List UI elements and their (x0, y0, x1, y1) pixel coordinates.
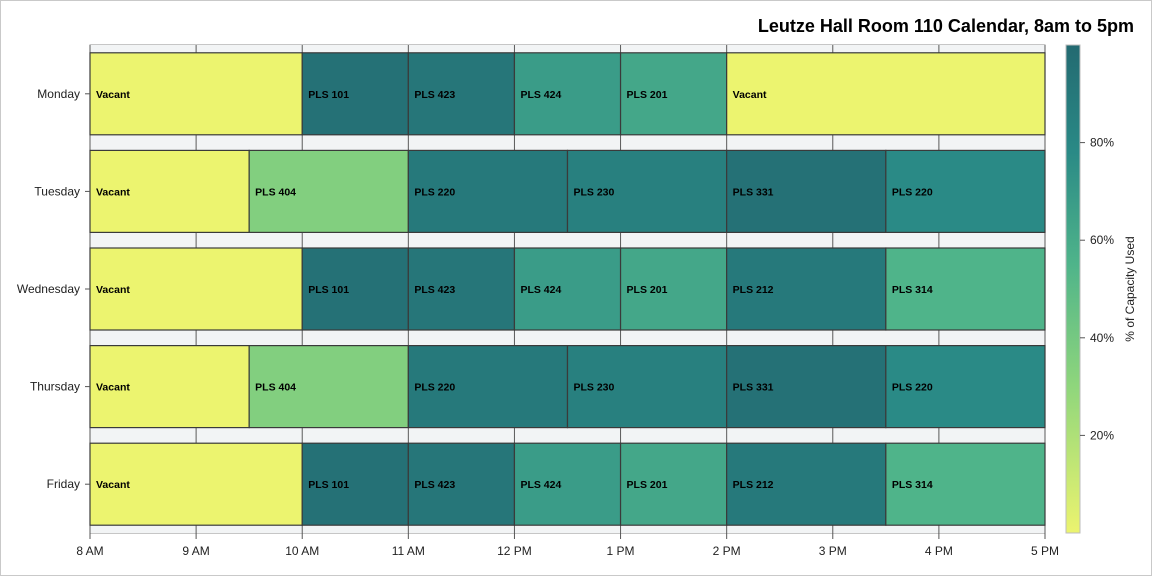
schedule-bar (726, 52, 1046, 136)
bar-label: PLS 423 (414, 284, 455, 296)
y-axis: Monday Tuesday Wednesday Thursday Friday (17, 87, 90, 491)
schedule-bar (513, 247, 622, 331)
schedule-bar (885, 247, 1046, 331)
bar-label: PLS 220 (414, 382, 455, 394)
legend-gradient-bar (1065, 44, 1081, 534)
y-tick-label: Thursday (30, 380, 80, 394)
bar-label: Vacant (96, 186, 130, 198)
bar-label: PLS 201 (627, 284, 668, 296)
legend-tick-label: 80% (1090, 136, 1114, 150)
schedule-bar (301, 442, 409, 526)
schedule-bar (89, 345, 250, 429)
legend-tick-label: 20% (1090, 428, 1114, 442)
row-gutter (90, 427, 1045, 444)
schedule-bar (726, 247, 887, 331)
bar-label: PLS 331 (733, 186, 774, 198)
schedule-bar (407, 345, 569, 429)
schedule-bar (407, 52, 516, 136)
x-tick-label: 10 AM (285, 544, 319, 558)
y-tick-label: Friday (47, 477, 80, 491)
x-tick-label: 5 PM (1031, 544, 1059, 558)
schedule-bar (566, 149, 728, 233)
bar-label: PLS 212 (733, 479, 774, 491)
bar-label: PLS 201 (627, 89, 668, 101)
schedule-bar (726, 345, 887, 429)
bar-label: PLS 423 (414, 89, 455, 101)
plot-area: Vacant PLS 101 PLS 423 PLS 424 PLS 201 Vacant… (89, 44, 1046, 534)
bar-label: Vacant (96, 89, 130, 101)
bar-label: PLS 201 (627, 479, 668, 491)
x-tick-label: 2 PM (713, 544, 741, 558)
schedule-bar (407, 247, 516, 331)
bar-label: PLS 424 (520, 284, 561, 296)
bar-label: Vacant (96, 479, 130, 491)
bar-label: PLS 314 (892, 479, 933, 491)
legend-tick-label: 60% (1090, 233, 1114, 247)
y-tick-label: Tuesday (34, 184, 80, 198)
schedule-bar (301, 247, 409, 331)
row-gutter (90, 45, 1045, 53)
schedule-bar (885, 442, 1046, 526)
schedule-bar (513, 442, 622, 526)
legend-ticks: 20% 40% 60% 80% (1080, 136, 1114, 442)
chart-title: Leutze Hall Room 110 Calendar, 8am to 5p… (758, 16, 1134, 36)
row-gutter (90, 525, 1045, 533)
x-axis: 8 AM 9 AM 10 AM 11 AM 12 PM 1 PM 2 PM 3 PM 4 PM 5… (76, 533, 1059, 558)
color-legend: 20% 40% 60% 80% % of Capacity Used (1065, 44, 1137, 534)
schedule-bar (407, 149, 569, 233)
x-tick-label: 12 PM (497, 544, 532, 558)
bar-label: Vacant (96, 382, 130, 394)
bar-label: PLS 424 (520, 89, 561, 101)
bar-label: PLS 101 (308, 89, 349, 101)
schedule-bar (89, 442, 303, 526)
bar-label: Vacant (733, 89, 767, 101)
row-gutter (90, 330, 1045, 346)
bar-label: PLS 404 (255, 382, 296, 394)
schedule-bar (89, 247, 303, 331)
bar-label: PLS 212 (733, 284, 774, 296)
schedule-bar (301, 52, 409, 136)
schedule-bar (619, 52, 728, 136)
x-tick-label: 3 PM (819, 544, 847, 558)
x-tick-label: 1 PM (607, 544, 635, 558)
bar-label: PLS 314 (892, 284, 933, 296)
bar-label: Vacant (96, 284, 130, 296)
schedule-bar (89, 149, 250, 233)
x-tick-label: 8 AM (76, 544, 103, 558)
bar-label: PLS 220 (892, 186, 933, 198)
bar-label: PLS 220 (892, 382, 933, 394)
bar-label: PLS 220 (414, 186, 455, 198)
schedule-bar (248, 149, 409, 233)
row-gutter (90, 232, 1045, 248)
schedule-bar (248, 345, 409, 429)
schedule-bar (885, 149, 1046, 233)
bar-label: PLS 230 (574, 186, 615, 198)
legend-title: % of Capacity Used (1123, 236, 1137, 341)
y-tick-label: Wednesday (17, 282, 80, 296)
bar-label: PLS 331 (733, 382, 774, 394)
x-tick-label: 4 PM (925, 544, 953, 558)
x-tick-label: 9 AM (182, 544, 209, 558)
row-gutter (90, 134, 1045, 151)
y-tick-label: Monday (37, 87, 80, 101)
bar-label: PLS 424 (520, 479, 561, 491)
bar-label: PLS 101 (308, 479, 349, 491)
schedule-bar (513, 52, 622, 136)
bar-label: PLS 101 (308, 284, 349, 296)
schedule-bar (619, 247, 728, 331)
schedule-bar (407, 442, 516, 526)
schedule-bar (726, 149, 887, 233)
bar-label: PLS 230 (574, 382, 615, 394)
schedule-bar (566, 345, 728, 429)
bar-label: PLS 423 (414, 479, 455, 491)
x-tick-label: 11 AM (392, 544, 425, 558)
legend-tick-label: 40% (1090, 331, 1114, 345)
bar-label: PLS 404 (255, 186, 296, 198)
schedule-bar (885, 345, 1046, 429)
